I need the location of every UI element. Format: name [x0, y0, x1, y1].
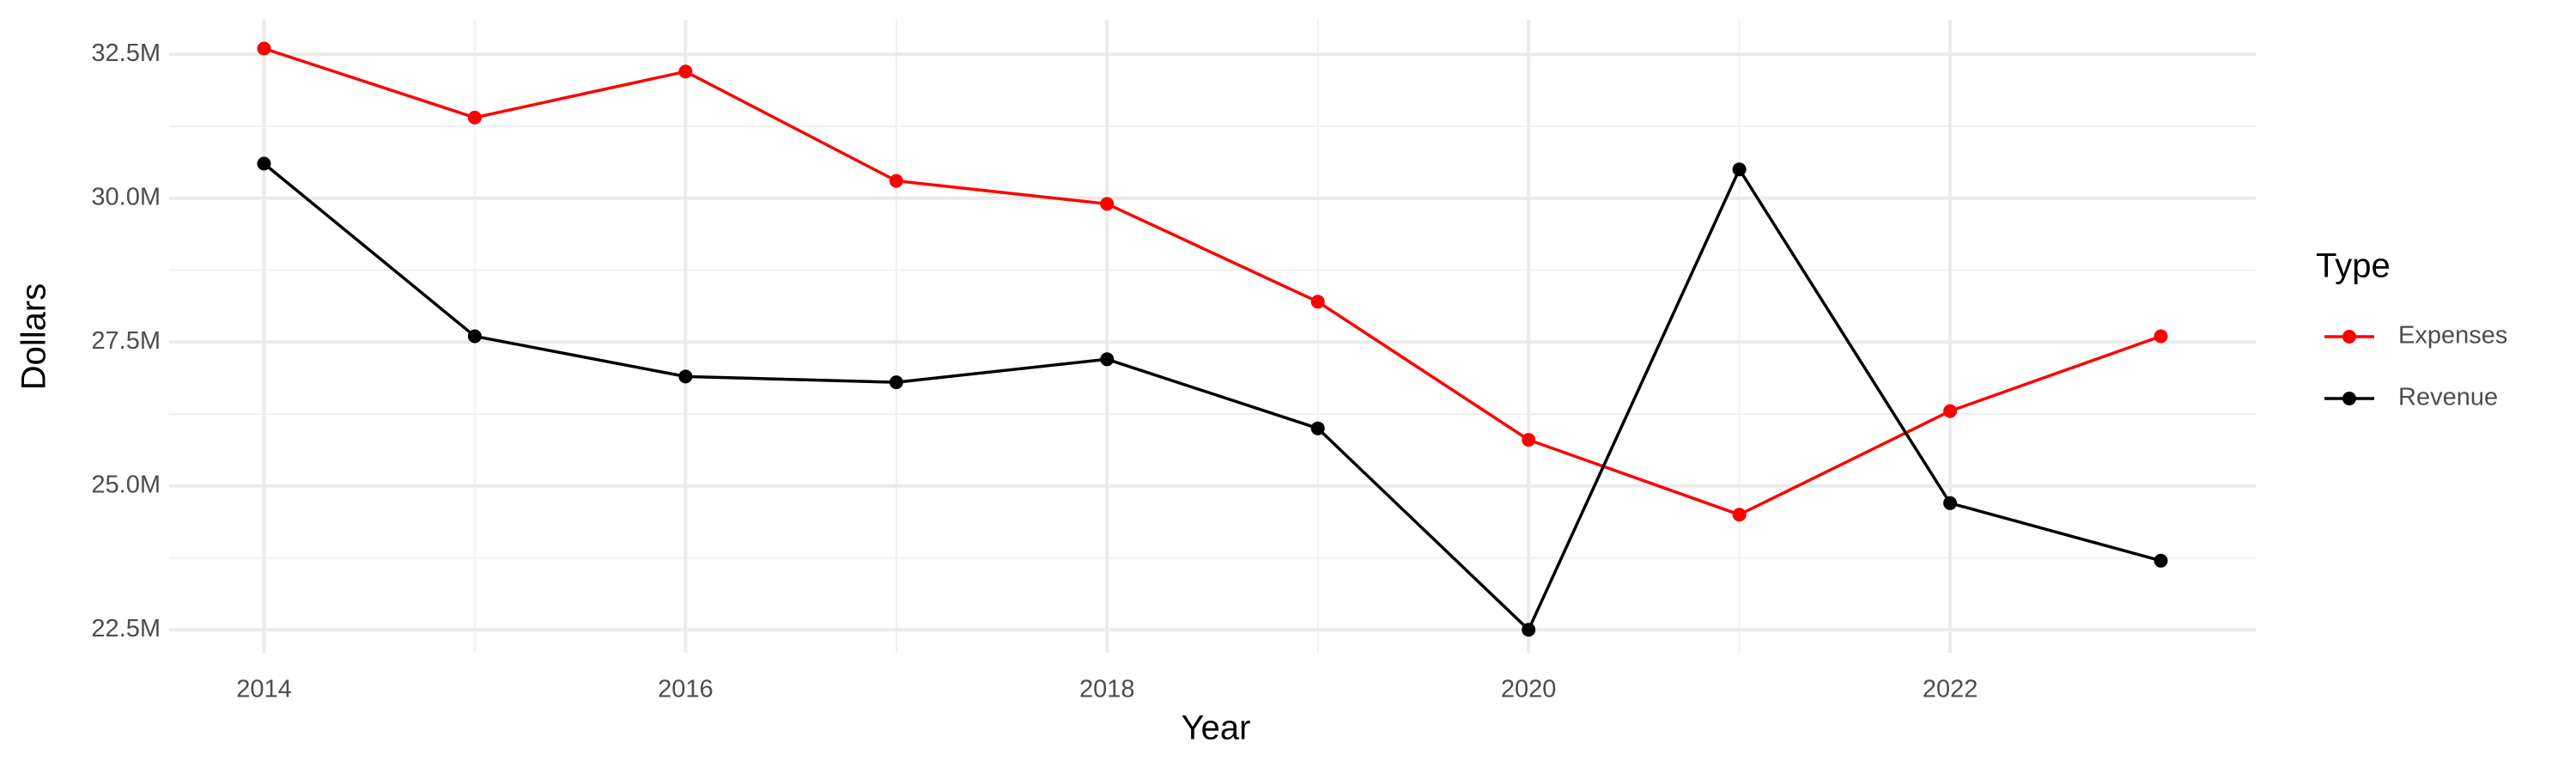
point: [1100, 352, 1115, 367]
point: [889, 375, 903, 390]
point: [1522, 623, 1536, 637]
point: [2154, 553, 2168, 568]
point: [2154, 329, 2168, 344]
point: [1522, 433, 1536, 447]
point: [1732, 508, 1747, 522]
line: [263, 162, 2162, 633]
y-tick-label: 32.5M: [91, 40, 161, 67]
legend-point: [2342, 330, 2356, 344]
series: [257, 156, 2168, 637]
point: [1732, 162, 1747, 177]
y-tick-label: 27.5M: [91, 327, 161, 355]
y-axis-title: Dollars: [15, 283, 53, 390]
grid: [169, 20, 2256, 653]
legend-label: Expenses: [2398, 322, 2507, 350]
line: [263, 46, 2162, 517]
point: [1310, 295, 1325, 309]
point: [257, 156, 271, 171]
y-tick-label: 30.0M: [91, 183, 161, 210]
point: [1943, 404, 1958, 418]
point: [1310, 421, 1325, 435]
y-tick-label: 25.0M: [91, 471, 161, 498]
x-tick-label: 2022: [1923, 676, 1978, 703]
y-tick-label: 22.5M: [91, 615, 161, 642]
point: [467, 110, 482, 125]
point: [257, 41, 271, 56]
point: [678, 64, 693, 79]
point: [889, 173, 903, 188]
point: [467, 329, 482, 344]
legend-point: [2342, 392, 2356, 405]
x-tick-label: 2016: [658, 676, 714, 703]
point: [1943, 496, 1958, 510]
x-tick-label: 2020: [1501, 676, 1557, 703]
legend-title: Type: [2316, 247, 2391, 285]
legend-label: Revenue: [2398, 384, 2498, 411]
x-tick-label: 2014: [236, 676, 292, 703]
series: [257, 41, 2168, 522]
x-tick-label: 2018: [1079, 676, 1135, 703]
x-axis-title: Year: [1182, 709, 1251, 747]
point: [678, 369, 693, 384]
point: [1100, 197, 1115, 211]
